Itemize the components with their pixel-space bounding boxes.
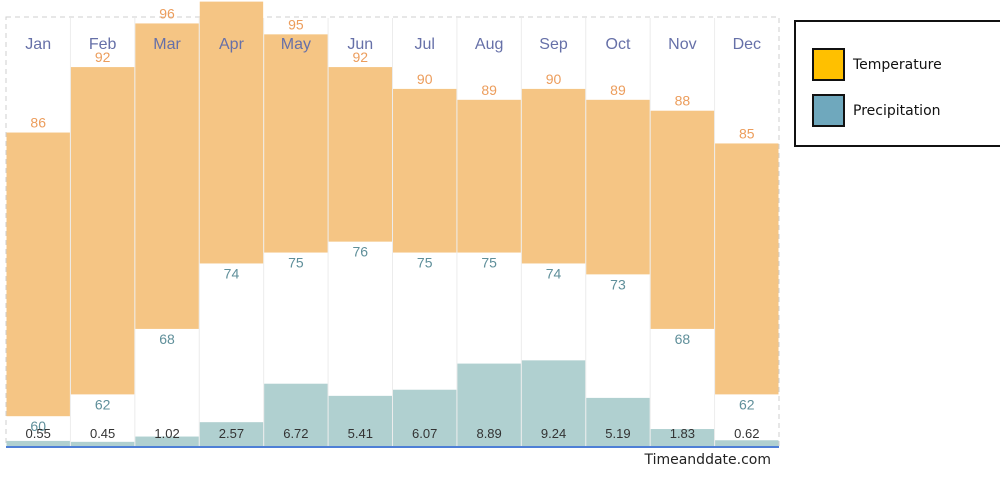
precipitation-label: 8.89 [476,426,501,441]
source-label: Timeanddate.com [643,452,771,468]
temperature-bar [457,99,521,253]
low-temp-label: 74 [224,265,240,281]
precipitation-label: 9.24 [541,426,566,441]
low-temp-label: 60 [30,418,46,434]
month-label: Aug [475,36,503,53]
legend: Temperature Precipitation [794,20,1000,147]
low-temp-label: 76 [353,244,369,260]
temperature-bar [521,88,586,264]
precipitation-bar [393,389,457,446]
precipitation-bar [650,429,715,446]
high-temp-label: 92 [95,49,111,65]
precipitation-bar [6,440,70,446]
precipitation-label: 0.55 [26,426,51,441]
precipitation-bar [715,440,779,446]
precipitation-bar [70,441,135,446]
temperature-swatch [812,48,845,81]
precipitation-bar [457,363,521,446]
high-temp-label: 95 [288,16,304,32]
high-temp-label: 88 [675,93,691,109]
low-temp-label: 62 [739,396,755,412]
temperature-bar [6,132,70,417]
low-temp-label: 75 [481,255,497,271]
legend-item-temperature: Temperature [812,48,942,81]
high-temp-label: 85 [739,125,755,141]
high-temp-label: 89 [610,82,626,98]
precipitation-label: 0.45 [90,426,115,441]
low-temp-label: 74 [546,265,562,281]
temperature-bar [70,67,135,395]
temperature-bar [135,23,199,329]
precipitation-label: 5.19 [605,426,630,441]
low-temp-label: 73 [610,276,626,292]
precipitation-bar [264,383,328,446]
temperature-bar [715,143,779,395]
high-temp-label: 96 [159,5,175,21]
precipitation-label: 1.02 [154,426,179,441]
low-temp-label: 68 [675,331,691,347]
low-temp-label: 75 [288,255,304,271]
month-label: Jun [347,36,373,53]
month-label: Apr [219,36,245,53]
precipitation-label: 0.62 [734,426,759,441]
temperature-bar [650,110,715,329]
labels: Jan86600.55Feb92620.45Mar96681.02Apr9874… [25,5,761,441]
precipitation-bar [586,397,650,446]
chart-frame [5,16,780,448]
legend-label-temperature: Temperature [853,56,942,73]
precipitation-label: 5.41 [348,426,373,441]
gridlines [69,18,716,446]
temperature-bar [328,67,392,242]
weather-chart: Jan86600.55Feb92620.45Mar96681.02Apr9874… [5,1,780,468]
legend-item-precipitation: Precipitation [812,94,941,127]
month-label: Nov [668,36,696,53]
precipitation-label: 1.83 [670,426,695,441]
precipitation-swatch [812,94,845,127]
temperature-bar [264,34,328,253]
precipitation-label: 6.07 [412,426,437,441]
legend-label-precipitation: Precipitation [853,102,941,119]
month-label: Feb [89,36,117,53]
precipitation-label: 6.72 [283,426,308,441]
temperature-bar [586,99,650,275]
precipitation-bar [521,360,586,446]
month-label: Jan [25,36,51,53]
low-temp-label: 62 [95,396,111,412]
month-label: Jul [414,36,434,53]
low-temp-label: 75 [417,255,433,271]
month-label: May [281,36,311,53]
temperature-bar [393,88,457,253]
precipitation-bar [199,422,264,446]
low-temp-label: 68 [159,331,175,347]
month-label: Dec [733,36,761,53]
precipitation-bar [135,436,199,446]
month-label: Mar [153,36,181,53]
high-temp-label: 90 [546,71,562,87]
high-temp-label: 89 [481,82,497,98]
temperature-bar [199,1,264,264]
high-temp-label: 92 [353,49,369,65]
bars [6,1,779,446]
precipitation-label: 2.57 [219,426,244,441]
high-temp-label: 90 [417,71,433,87]
month-label: Sep [539,36,568,53]
precipitation-bar [328,395,392,446]
month-label: Oct [606,36,631,53]
high-temp-label: 86 [30,115,46,131]
